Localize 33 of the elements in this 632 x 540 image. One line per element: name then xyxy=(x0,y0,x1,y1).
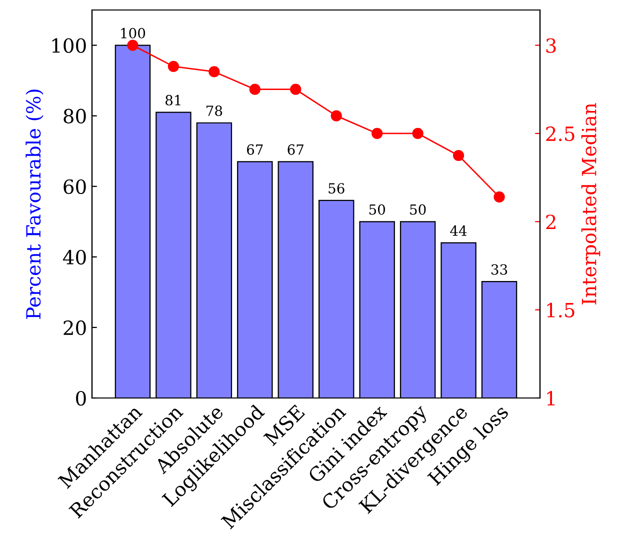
point xyxy=(208,66,220,78)
y-tick-label: 40 xyxy=(62,250,86,265)
y2-axis-title: Interpolated Median xyxy=(581,103,600,304)
data-label: 50 xyxy=(410,204,426,215)
y2-tick-label: 2.5 xyxy=(546,126,574,142)
point xyxy=(168,60,180,72)
y-tick-label: 0 xyxy=(76,390,86,406)
y-tick-label: 60 xyxy=(64,179,86,194)
y-tick-label: 100 xyxy=(52,38,86,53)
y2-tick-label: 1.5 xyxy=(547,302,574,318)
data-label: 78 xyxy=(206,106,222,116)
point xyxy=(412,128,424,140)
point xyxy=(330,110,342,122)
data-label: 44 xyxy=(450,225,467,236)
y2-tick-label: 2 xyxy=(546,214,556,230)
point xyxy=(290,84,302,95)
point xyxy=(372,128,383,140)
data-label: 67 xyxy=(288,144,304,155)
point xyxy=(127,40,138,51)
y2-tick-label: 3 xyxy=(546,38,556,53)
data-label: 50 xyxy=(369,204,386,215)
data-label: 56 xyxy=(328,183,344,194)
data-label: 33 xyxy=(491,264,508,275)
point xyxy=(249,84,260,95)
data-label: 100 xyxy=(121,28,146,38)
data-label: 67 xyxy=(247,144,263,155)
y-tick-label: 20 xyxy=(64,320,86,336)
point xyxy=(494,191,505,202)
y2-tick-label: 1 xyxy=(547,390,554,406)
y-tick-label: 80 xyxy=(64,108,86,124)
point xyxy=(452,150,464,162)
y-axis-title: Percent Favourable (%) xyxy=(26,90,44,319)
data-label: 81 xyxy=(166,94,180,106)
